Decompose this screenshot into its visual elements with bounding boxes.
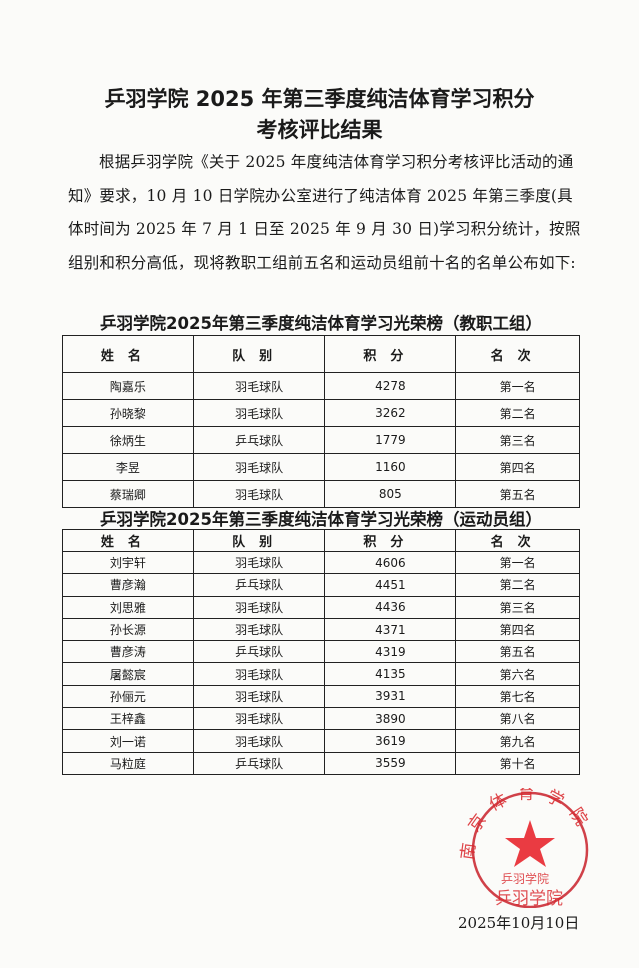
table-row: 刘宇轩 羽毛球队 4606 第一名 xyxy=(62,550,580,575)
table-row: 屠懿宸 羽毛球队 4135 第六名 xyxy=(62,662,580,686)
cell-name: 曹彦涛 xyxy=(62,640,194,664)
cell-rank: 第三名 xyxy=(455,426,580,454)
cell-name: 刘思雅 xyxy=(62,595,194,619)
cell-team: 乒乓球队 xyxy=(192,426,326,454)
cell-rank: 第二名 xyxy=(455,399,580,427)
athlete-table-title: 乒羽学院2025年第三季度纯洁体育学习光荣榜（运动员组） xyxy=(100,510,542,529)
cell-name: 曹彦瀚 xyxy=(62,573,194,597)
table-row: 刘一诺 羽毛球队 3619 第九名 xyxy=(62,729,580,753)
cell-rank: 第六名 xyxy=(455,662,580,686)
cell-team: 羽毛球队 xyxy=(192,707,326,731)
cell-rank: 第三名 xyxy=(455,595,580,619)
svg-text:乒羽学院: 乒羽学院 xyxy=(495,889,563,908)
cell-name: 李昱 xyxy=(62,453,194,481)
cell-team: 羽毛球队 xyxy=(192,399,326,427)
table-row: 孙俪元 羽毛球队 3931 第七名 xyxy=(62,684,580,709)
cell-team: 羽毛球队 xyxy=(192,729,326,753)
cell-rank: 第十名 xyxy=(455,751,580,775)
cell-score: 4371 xyxy=(324,617,457,642)
cell-rank: 第四名 xyxy=(455,453,580,481)
cell-name: 马粒庭 xyxy=(62,751,194,775)
table-row: 陶嘉乐 羽毛球队 4278 第一名 xyxy=(62,372,580,400)
cell-team: 羽毛球队 xyxy=(192,480,326,508)
table-row: 徐炳生 乒乓球队 1779 第三名 xyxy=(62,426,580,454)
table-header-row: 姓名 队别 积分 名次 xyxy=(62,335,580,373)
cell-rank: 第七名 xyxy=(455,684,580,709)
cell-score: 4278 xyxy=(324,372,457,400)
cell-score: 1160 xyxy=(324,453,457,481)
cell-name: 徐炳生 xyxy=(62,426,194,454)
cell-team: 羽毛球队 xyxy=(192,617,326,642)
header-score: 积分 xyxy=(324,335,457,373)
cell-rank: 第五名 xyxy=(455,480,580,508)
official-seal-stamp: 南京体育学院 乒羽学院 乒羽学院 xyxy=(458,788,597,908)
cell-name: 孙俪元 xyxy=(62,684,194,709)
cell-score: 1779 xyxy=(324,426,457,454)
cell-score: 4135 xyxy=(324,662,457,686)
table-row: 孙长源 羽毛球队 4371 第四名 xyxy=(62,617,580,642)
cell-score: 4319 xyxy=(324,640,457,664)
table-row: 王梓鑫 羽毛球队 3890 第八名 xyxy=(62,707,580,731)
header-name: 姓名 xyxy=(62,529,194,552)
cell-score: 3931 xyxy=(324,684,457,709)
cell-team: 乒乓球队 xyxy=(192,640,326,664)
cell-rank: 第五名 xyxy=(455,640,580,664)
table-row: 蔡瑞卿 羽毛球队 805 第五名 xyxy=(62,480,580,508)
header-team: 队别 xyxy=(192,529,326,552)
cell-name: 蔡瑞卿 xyxy=(62,480,194,508)
cell-rank: 第一名 xyxy=(455,372,580,400)
header-score: 积分 xyxy=(324,529,457,552)
cell-name: 孙晓黎 xyxy=(62,399,194,427)
staff-ranking-table: 姓名 队别 积分 名次 陶嘉乐 羽毛球队 4278 第一名 孙晓黎 羽毛球队 3262 第二名… xyxy=(62,335,580,508)
cell-team: 羽毛球队 xyxy=(192,662,326,686)
cell-name: 刘一诺 xyxy=(62,729,194,753)
cell-score: 4451 xyxy=(324,573,457,597)
header-team: 队别 xyxy=(192,335,326,373)
cell-name: 陶嘉乐 xyxy=(62,372,194,400)
svg-text:南京体育学院: 南京体育学院 xyxy=(458,788,597,861)
cell-team: 羽毛球队 xyxy=(192,550,326,575)
document-subtitle: 考核评比结果 xyxy=(256,118,383,142)
cell-name: 孙长源 xyxy=(62,617,194,642)
cell-team: 羽毛球队 xyxy=(192,453,326,481)
cell-rank: 第四名 xyxy=(455,617,580,642)
cell-rank: 第八名 xyxy=(455,707,580,731)
cell-score: 3890 xyxy=(324,707,457,731)
cell-team: 乒乓球队 xyxy=(192,751,326,775)
header-rank: 名次 xyxy=(455,335,580,373)
table-row: 李昱 羽毛球队 1160 第四名 xyxy=(62,453,580,481)
cell-team: 乒乓球队 xyxy=(192,573,326,597)
header-name: 姓名 xyxy=(62,335,194,373)
table-header-row: 姓名 队别 积分 名次 xyxy=(62,529,580,552)
table-row: 刘思雅 羽毛球队 4436 第三名 xyxy=(62,595,580,619)
cell-score: 3262 xyxy=(324,399,457,427)
cell-rank: 第九名 xyxy=(455,729,580,753)
issue-date: 2025年10月10日 xyxy=(458,914,580,932)
cell-score: 4606 xyxy=(324,550,457,575)
cell-name: 屠懿宸 xyxy=(62,662,194,686)
cell-team: 羽毛球队 xyxy=(192,595,326,619)
cell-name: 刘宇轩 xyxy=(62,550,194,575)
cell-score: 3619 xyxy=(324,729,457,753)
svg-text:乒羽学院: 乒羽学院 xyxy=(501,871,549,886)
cell-rank: 第二名 xyxy=(455,573,580,597)
table-row: 马粒庭 乒乓球队 3559 第十名 xyxy=(62,751,580,775)
cell-rank: 第一名 xyxy=(455,550,580,575)
body-paragraph: 根据乒羽学院《关于 2025 年度纯洁体育学习积分考核评比活动的通知》要求，10… xyxy=(68,153,581,272)
cell-team: 羽毛球队 xyxy=(192,684,326,709)
staff-table-title: 乒羽学院2025年第三季度纯洁体育学习光荣榜（教职工组） xyxy=(100,314,542,333)
cell-score: 3559 xyxy=(324,751,457,775)
cell-team: 羽毛球队 xyxy=(192,372,326,400)
cell-score: 805 xyxy=(324,480,457,508)
document-title: 乒羽学院 2025 年第三季度纯洁体育学习积分 xyxy=(104,87,535,111)
header-rank: 名次 xyxy=(455,529,580,552)
table-row: 曹彦瀚 乒乓球队 4451 第二名 xyxy=(62,573,580,597)
cell-name: 王梓鑫 xyxy=(62,707,194,731)
table-row: 孙晓黎 羽毛球队 3262 第二名 xyxy=(62,399,580,427)
cell-score: 4436 xyxy=(324,595,457,619)
table-row: 曹彦涛 乒乓球队 4319 第五名 xyxy=(62,640,580,664)
athlete-ranking-table: 姓名 队别 积分 名次 刘宇轩 羽毛球队 4606 第一名 曹彦瀚 乒乓球队 4451 第二名… xyxy=(62,529,580,775)
